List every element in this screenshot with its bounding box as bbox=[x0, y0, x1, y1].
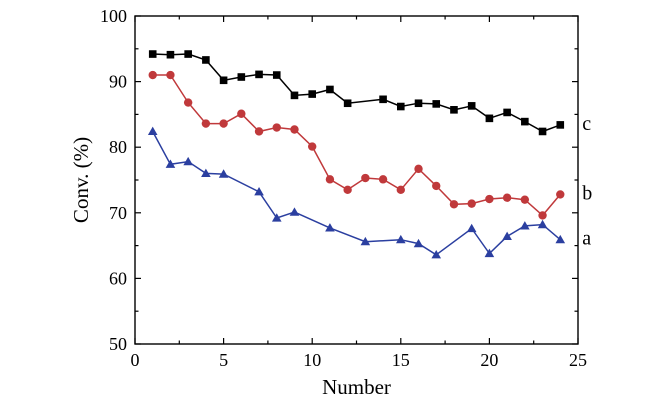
y-tick-label: 60 bbox=[109, 268, 127, 288]
data-point-c bbox=[485, 114, 494, 123]
data-point-c bbox=[503, 108, 511, 117]
data-point-a bbox=[466, 223, 477, 233]
data-point-b bbox=[414, 164, 423, 174]
data-point-c bbox=[237, 73, 246, 81]
y-axis-title: Conv. (%) bbox=[69, 137, 93, 223]
plot-area-frame bbox=[134, 15, 579, 345]
data-point-c bbox=[166, 50, 175, 59]
x-tick-label: 20 bbox=[480, 350, 498, 370]
data-point-b bbox=[361, 173, 370, 183]
y-tick-label: 90 bbox=[109, 72, 127, 92]
x-tick-label: 25 bbox=[569, 350, 587, 370]
data-point-b bbox=[272, 123, 281, 132]
data-point-c bbox=[414, 99, 423, 108]
series-line-b bbox=[152, 74, 561, 217]
y-tick-label: 80 bbox=[109, 137, 127, 157]
series-line-a bbox=[152, 131, 561, 256]
data-point-b bbox=[378, 175, 388, 184]
series-label-b: b bbox=[582, 182, 592, 204]
x-tick-label: 15 bbox=[392, 350, 410, 370]
data-point-c bbox=[255, 70, 263, 79]
data-point-b bbox=[183, 98, 193, 107]
y-tick-label: 100 bbox=[100, 6, 127, 26]
y-axis-ticks: 50 60 70 80 90 100 bbox=[100, 6, 578, 354]
data-point-c bbox=[397, 102, 405, 111]
data-point-b bbox=[325, 175, 335, 184]
data-point-a bbox=[431, 249, 442, 259]
data-point-c bbox=[202, 56, 210, 64]
x-axis-ticks: 0 5 10 15 20 25 bbox=[131, 16, 587, 370]
series-labels: c b a bbox=[582, 113, 592, 250]
series-label-a: a bbox=[582, 228, 591, 250]
data-point-c bbox=[450, 106, 458, 114]
series-a bbox=[147, 126, 566, 259]
series-c bbox=[148, 50, 565, 136]
data-point-a bbox=[502, 231, 512, 241]
data-point-c bbox=[343, 99, 352, 108]
data-point-b bbox=[467, 199, 476, 208]
data-point-b bbox=[343, 185, 352, 195]
data-point-b bbox=[432, 181, 441, 191]
data-point-c bbox=[538, 127, 547, 136]
data-point-b bbox=[396, 185, 405, 195]
data-point-c bbox=[432, 100, 441, 108]
data-point-b bbox=[485, 194, 494, 204]
data-point-c bbox=[521, 117, 529, 126]
data-point-a bbox=[555, 234, 566, 244]
data-point-a bbox=[413, 238, 424, 248]
data-point-b bbox=[219, 119, 228, 128]
data-point-a bbox=[254, 187, 264, 196]
data-point-b bbox=[201, 119, 211, 128]
data-point-a bbox=[289, 207, 300, 216]
data-point-c bbox=[184, 50, 192, 58]
data-point-b bbox=[166, 70, 175, 80]
data-point-b bbox=[237, 109, 246, 118]
data-point-a bbox=[201, 168, 211, 178]
y-tick-label: 70 bbox=[109, 203, 127, 223]
data-point-a bbox=[183, 156, 193, 166]
series-b bbox=[148, 70, 565, 220]
data-point-a bbox=[147, 126, 158, 136]
data-point-a bbox=[484, 248, 495, 258]
x-tick-label: 10 bbox=[303, 350, 321, 370]
data-point-c bbox=[326, 85, 334, 94]
x-axis-title: Number bbox=[322, 375, 391, 399]
x-tick-label: 0 bbox=[131, 350, 140, 370]
series-label-c: c bbox=[582, 113, 591, 135]
data-point-b bbox=[290, 125, 299, 134]
data-point-c bbox=[379, 95, 387, 104]
data-point-c bbox=[467, 102, 476, 110]
data-point-a bbox=[520, 221, 530, 230]
data-point-c bbox=[148, 50, 157, 58]
data-point-a bbox=[271, 213, 282, 222]
data-point-b bbox=[308, 142, 317, 151]
data-point-b bbox=[556, 190, 565, 199]
data-point-c bbox=[556, 121, 565, 129]
data-point-b bbox=[538, 211, 547, 220]
y-tick-label: 50 bbox=[109, 334, 127, 354]
series-layer bbox=[147, 50, 566, 259]
data-point-b bbox=[449, 200, 459, 209]
data-point-c bbox=[290, 91, 299, 100]
data-point-b bbox=[148, 70, 157, 80]
data-point-c bbox=[219, 76, 228, 85]
series-line-c bbox=[152, 53, 561, 133]
data-point-a bbox=[396, 234, 406, 244]
data-point-a bbox=[165, 159, 176, 168]
data-point-c bbox=[272, 71, 281, 79]
data-point-b bbox=[520, 195, 530, 204]
data-point-c bbox=[308, 90, 316, 98]
x-tick-label: 5 bbox=[219, 350, 228, 370]
data-point-a bbox=[325, 223, 335, 232]
data-point-a bbox=[360, 236, 371, 246]
data-point-b bbox=[502, 193, 512, 202]
data-point-b bbox=[254, 127, 264, 136]
data-point-a bbox=[537, 219, 548, 229]
data-point-a bbox=[218, 169, 229, 178]
